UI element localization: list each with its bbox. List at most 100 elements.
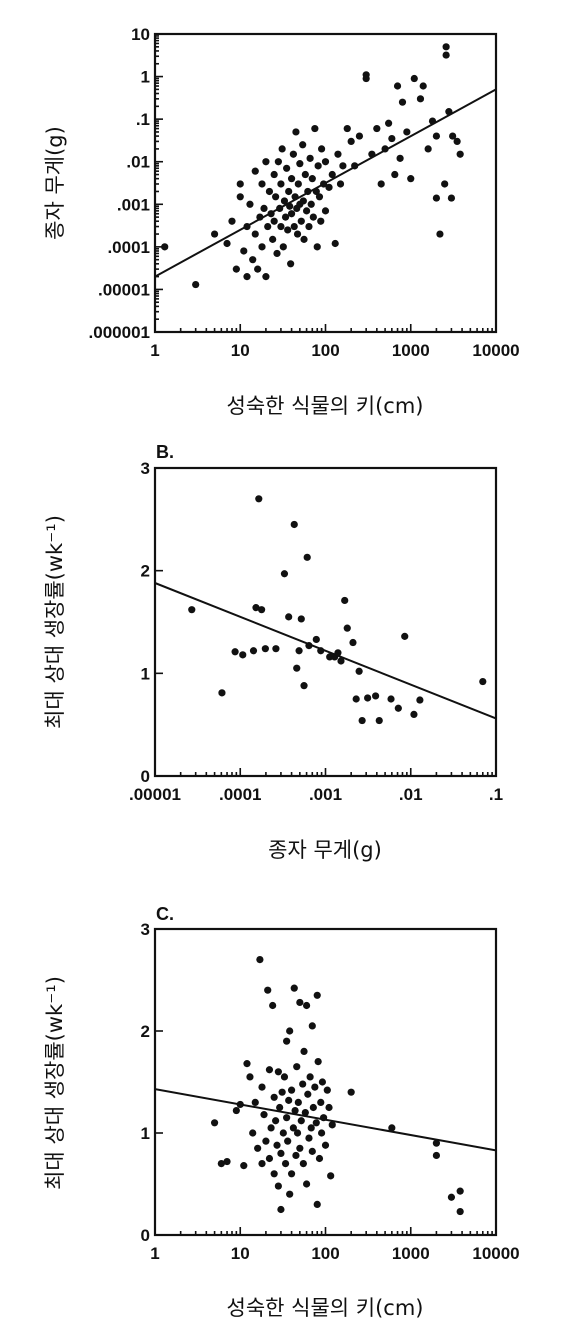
data-point <box>331 239 339 248</box>
data-point <box>270 170 278 179</box>
y-tick-label: .00001 <box>98 280 150 299</box>
data-point <box>432 1151 441 1160</box>
data-point <box>293 1063 301 1071</box>
data-point <box>364 694 372 702</box>
data-point <box>293 664 301 672</box>
data-point <box>249 256 257 264</box>
data-point <box>249 1129 257 1137</box>
data-point <box>326 653 334 661</box>
data-point <box>251 167 259 175</box>
data-point <box>265 1154 274 1163</box>
x-tick-label: 10 <box>231 341 250 360</box>
data-point <box>217 1160 225 1168</box>
data-point <box>453 137 461 146</box>
data-point <box>320 1114 328 1122</box>
y-tick-label: .0001 <box>107 238 150 257</box>
data-point <box>293 1129 302 1137</box>
data-point <box>258 180 266 188</box>
data-point <box>269 1001 277 1010</box>
data-point <box>309 1103 317 1112</box>
data-point <box>277 1205 285 1214</box>
data-point <box>299 1080 307 1088</box>
data-point <box>308 1022 316 1030</box>
data-point <box>232 265 240 273</box>
data-point <box>296 1144 304 1152</box>
data-point <box>442 51 450 59</box>
x-tick-label: .1 <box>489 785 503 804</box>
panel-label: B. <box>156 442 174 462</box>
y-tick-label: .1 <box>136 110 150 129</box>
data-point <box>328 170 336 179</box>
y-axis-label: 종자 무게(g) <box>43 126 67 240</box>
data-point <box>258 1083 266 1091</box>
data-point <box>284 226 292 234</box>
data-point <box>407 175 415 183</box>
data-point <box>294 180 302 188</box>
data-point <box>375 716 383 725</box>
data-point <box>290 222 298 231</box>
data-point <box>277 1149 285 1157</box>
x-tick-label: .001 <box>309 785 342 804</box>
x-tick-label: .0001 <box>219 785 262 804</box>
data-point <box>368 150 376 158</box>
data-point <box>373 124 381 133</box>
data-point <box>256 956 264 964</box>
y-tick-label: 0 <box>141 1226 150 1245</box>
data-point <box>287 1086 296 1094</box>
data-point <box>396 154 404 162</box>
data-point <box>262 158 270 166</box>
data-point <box>305 1134 313 1142</box>
chart-a: 1 10 100 1000 10000 .000001 .00001 .0001 .001 .01… <box>43 25 520 418</box>
data-point <box>188 606 196 614</box>
y-tick-label: 1 <box>141 68 150 87</box>
data-point <box>287 260 295 268</box>
data-point <box>327 1172 335 1180</box>
data-point <box>339 162 347 170</box>
data-point <box>280 197 289 205</box>
data-point <box>218 689 226 697</box>
x-tick-label: 1 <box>150 341 159 360</box>
data-point <box>283 1114 291 1122</box>
x-tick-label: 1000 <box>392 341 430 360</box>
x-axis-label: 성숙한 식물의 키(cm) <box>227 1296 424 1320</box>
data-point <box>358 716 366 725</box>
y-tick-label: 2 <box>141 1022 150 1041</box>
x-tick-label: 100 <box>311 341 339 360</box>
data-point <box>336 180 345 188</box>
data-point <box>394 704 402 712</box>
data-point <box>372 692 380 700</box>
data-point <box>257 606 266 614</box>
data-point <box>273 1141 281 1149</box>
data-point <box>299 197 307 205</box>
data-point <box>274 1068 282 1076</box>
x-axis-label: 성숙한 식물의 키(cm) <box>227 394 424 418</box>
data-point <box>317 647 325 655</box>
data-point <box>228 217 236 225</box>
data-point <box>349 638 357 647</box>
data-point <box>296 160 304 168</box>
data-point <box>251 230 259 238</box>
data-point <box>232 1106 240 1115</box>
data-point <box>279 243 287 251</box>
data-point <box>314 162 322 170</box>
data-point <box>278 1088 286 1096</box>
data-point <box>236 1100 244 1109</box>
x-tick-label: 100 <box>311 1244 339 1263</box>
data-point <box>317 217 325 225</box>
data-point <box>315 1154 324 1163</box>
data-point <box>260 1111 268 1119</box>
data-point <box>270 1093 278 1101</box>
data-point <box>294 1098 302 1106</box>
data-point <box>321 1141 330 1149</box>
data-point <box>261 645 269 653</box>
data-point <box>269 235 277 243</box>
data-point <box>317 145 326 153</box>
data-point <box>289 1124 297 1132</box>
data-point <box>355 132 364 140</box>
data-point <box>323 1086 331 1094</box>
y-tick-label: 1 <box>141 1124 150 1143</box>
x-tick-label: 10000 <box>472 341 519 360</box>
data-point <box>416 696 424 704</box>
data-point <box>281 1160 290 1168</box>
